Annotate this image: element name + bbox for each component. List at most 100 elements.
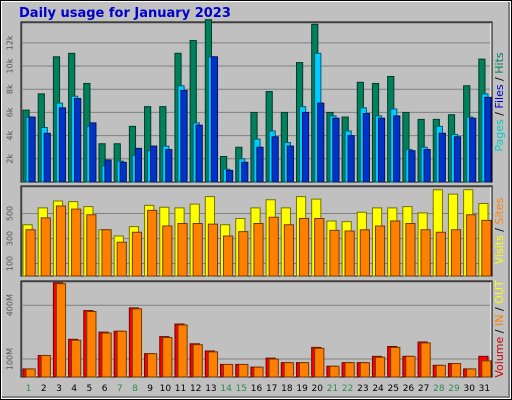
bar-out-12 <box>192 344 203 378</box>
bar-visits-6 <box>101 229 112 277</box>
day-label-24: 24 <box>372 384 384 394</box>
bar-out-30 <box>466 368 477 378</box>
day-label-23: 23 <box>357 384 368 394</box>
right-label-part: Visits <box>493 235 506 264</box>
bar-pages-20 <box>317 102 325 183</box>
bar-out-28 <box>435 364 446 378</box>
bar-out-14 <box>223 363 234 378</box>
bar-pages-6 <box>104 159 112 183</box>
y-tick-label: 400M <box>6 294 15 316</box>
bar-out-17 <box>268 358 279 378</box>
bar-pages-30 <box>469 117 477 183</box>
bar-pages-5 <box>89 122 97 183</box>
bar-pages-10 <box>165 149 173 183</box>
bar-pages-9 <box>150 145 158 183</box>
bar-visits-15 <box>238 231 249 277</box>
bar-pages-2 <box>43 132 51 183</box>
y-tick-label: 8k <box>6 84 15 94</box>
right-label-part: / <box>493 74 506 85</box>
chart-title: Daily usage for January 2023 <box>19 6 231 21</box>
bar-visits-10 <box>162 225 173 277</box>
bar-pages-15 <box>241 161 249 183</box>
day-label-7: 7 <box>117 384 123 394</box>
day-label-21: 21 <box>327 384 338 394</box>
right-label-part: / <box>493 326 506 337</box>
bar-pages-11 <box>180 89 188 183</box>
day-label-31: 31 <box>479 384 490 394</box>
day-label-11: 11 <box>175 384 186 394</box>
y-tick-label: 500 <box>6 206 15 221</box>
bar-visits-22 <box>344 230 355 277</box>
bar-out-19 <box>298 362 310 378</box>
y-tick-label: 10k <box>6 58 15 73</box>
day-label-12: 12 <box>190 384 201 394</box>
bar-visits-18 <box>283 224 294 277</box>
bar-visits-4 <box>71 208 82 277</box>
bar-pages-14 <box>226 169 234 183</box>
bar-visits-3 <box>55 205 67 277</box>
bar-visits-13 <box>207 223 219 277</box>
hits-files-pages-panel: 2k 4k 6k 8k 10k 12k <box>6 19 493 183</box>
y-tick-label: 100 <box>6 256 15 271</box>
bar-visits-11 <box>177 223 188 277</box>
bar-pages-4 <box>74 98 82 183</box>
bar-out-25 <box>390 346 401 378</box>
bar-out-26 <box>405 355 416 378</box>
bar-pages-12 <box>195 124 203 183</box>
bar-visits-12 <box>192 223 203 277</box>
day-label-20: 20 <box>312 384 324 394</box>
bar-visits-27 <box>420 229 431 277</box>
bar-pages-1 <box>28 116 36 183</box>
bar-out-6 <box>101 332 112 378</box>
bar-out-10 <box>162 337 173 378</box>
day-label-1: 1 <box>26 384 32 394</box>
right-label-part: / <box>493 109 506 120</box>
bar-out-18 <box>283 362 294 378</box>
y-tick-label: 6k <box>6 107 15 117</box>
day-label-8: 8 <box>132 384 138 394</box>
day-label-29: 29 <box>448 384 460 394</box>
bar-out-21 <box>329 365 340 378</box>
day-label-22: 22 <box>342 384 353 394</box>
bar-visits-5 <box>86 214 97 277</box>
bar-out-5 <box>86 311 97 378</box>
bar-out-9 <box>147 353 158 378</box>
day-label-27: 27 <box>418 384 429 394</box>
bar-pages-13 <box>210 56 219 183</box>
bar-pages-26 <box>408 150 416 183</box>
right-label-part: Pages <box>493 119 506 152</box>
y-tick-label: 4k <box>6 130 15 140</box>
bar-visits-21 <box>329 229 340 277</box>
day-label-26: 26 <box>403 384 415 394</box>
bar-out-2 <box>40 354 51 378</box>
bar-out-3 <box>55 283 67 378</box>
bar-pages-7 <box>119 161 127 183</box>
bar-visits-28 <box>435 231 446 277</box>
bar-out-7 <box>116 330 127 378</box>
bar-pages-17 <box>271 136 279 183</box>
bar-pages-8 <box>134 147 143 183</box>
bar-pages-19 <box>301 111 310 183</box>
bar-out-4 <box>71 339 82 378</box>
bar-visits-19 <box>298 218 310 277</box>
day-label-17: 17 <box>266 384 277 394</box>
right-label-part: OUT <box>493 280 506 304</box>
bar-visits-23 <box>359 229 370 277</box>
bar-pages-3 <box>58 107 67 183</box>
volume-panel: 100M 400M <box>6 280 493 378</box>
right-axis-label-top: Pages / Files / Hits <box>493 52 506 152</box>
bar-pages-27 <box>423 149 431 183</box>
bar-visits-25 <box>390 220 401 277</box>
bar-out-22 <box>344 362 355 378</box>
bar-pages-22 <box>347 135 355 183</box>
visits-sites-panel: 100 300 500 <box>6 185 493 277</box>
bar-visits-29 <box>450 229 462 277</box>
bar-pages-16 <box>256 146 264 183</box>
day-label-30: 30 <box>463 384 475 394</box>
bar-pages-28 <box>438 132 446 183</box>
day-label-2: 2 <box>41 384 47 394</box>
day-label-19: 19 <box>296 384 308 394</box>
bar-visits-14 <box>223 235 234 277</box>
bar-visits-17 <box>268 216 279 277</box>
